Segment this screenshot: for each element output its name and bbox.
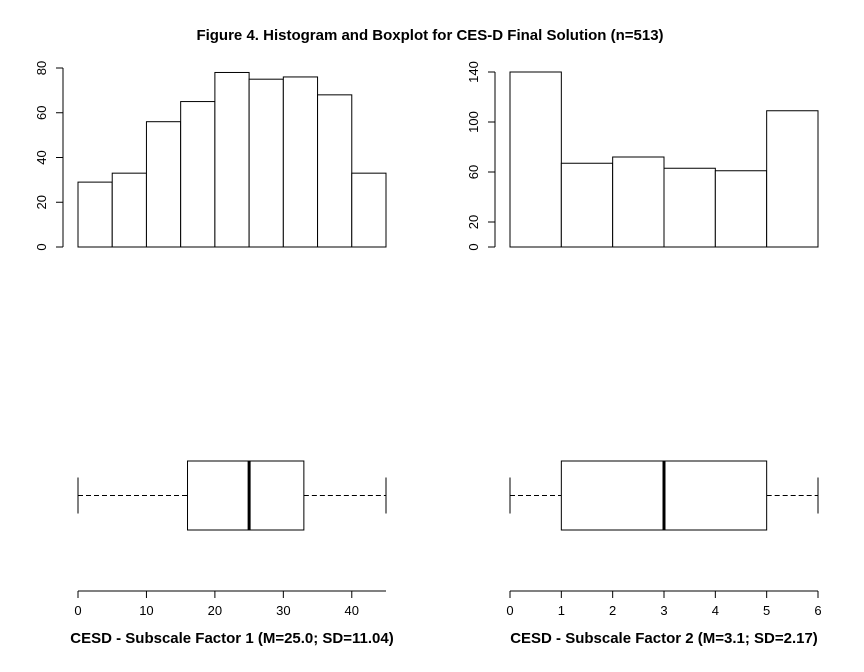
histogram-bar (145, 121, 182, 248)
y-tick-label: 140 (466, 61, 481, 83)
x-axis-label-factor-2: CESD - Subscale Factor 2 (M=3.1; SD=2.17… (510, 630, 818, 647)
x-tick-label: 0 (74, 603, 81, 618)
y-tick-label: 20 (34, 195, 49, 209)
x-tick-label: 20 (208, 603, 222, 618)
x-tick-label: 6 (814, 603, 821, 618)
x-tick-label: 5 (763, 603, 770, 618)
histogram-factor-2: 0 20 60 100 140 (466, 61, 819, 251)
y-tick-label: 0 (34, 243, 49, 250)
histogram-bar (714, 170, 768, 248)
x-tick-label: 3 (660, 603, 667, 618)
histogram-bar (248, 78, 284, 248)
x-tick-label: 2 (609, 603, 616, 618)
x-tick-label: 40 (345, 603, 359, 618)
x-tick-label: 4 (712, 603, 719, 618)
x-tick-label: 30 (276, 603, 290, 618)
histogram-bar (282, 76, 319, 248)
y-tick-label: 100 (466, 111, 481, 133)
y-tick-label: 0 (466, 243, 481, 250)
histogram-bar (766, 110, 819, 248)
x-tick-label: 1 (558, 603, 565, 618)
boxplot-factor-2: 0 1 2 3 4 5 6 (506, 460, 822, 618)
histogram-bar (663, 167, 716, 248)
histogram-factor-1: 0 20 40 60 80 (34, 61, 387, 251)
y-tick-label: 80 (34, 61, 49, 75)
boxplot-factor-1: 0 10 20 30 40 (74, 460, 387, 618)
histogram-bar (111, 172, 147, 248)
histogram-bar (509, 71, 562, 248)
histogram-bar (180, 101, 216, 248)
histogram-bar (560, 162, 614, 248)
y-tick-label: 60 (466, 165, 481, 179)
x-tick-label: 0 (506, 603, 513, 618)
x-tick-label: 10 (139, 603, 153, 618)
histogram-bar (317, 94, 353, 248)
histogram-bar (612, 156, 665, 248)
histogram-bar (214, 71, 250, 248)
histogram-bar (351, 172, 387, 248)
interquartile-box (187, 460, 305, 531)
histogram-bar (77, 181, 113, 248)
x-axis-label-factor-1: CESD - Subscale Factor 1 (M=25.0; SD=11.… (70, 630, 393, 647)
y-tick-label: 40 (34, 150, 49, 164)
figure-title: Figure 4. Histogram and Boxplot for CES-… (196, 27, 663, 44)
y-tick-label: 60 (34, 106, 49, 120)
y-tick-label: 20 (466, 215, 481, 229)
